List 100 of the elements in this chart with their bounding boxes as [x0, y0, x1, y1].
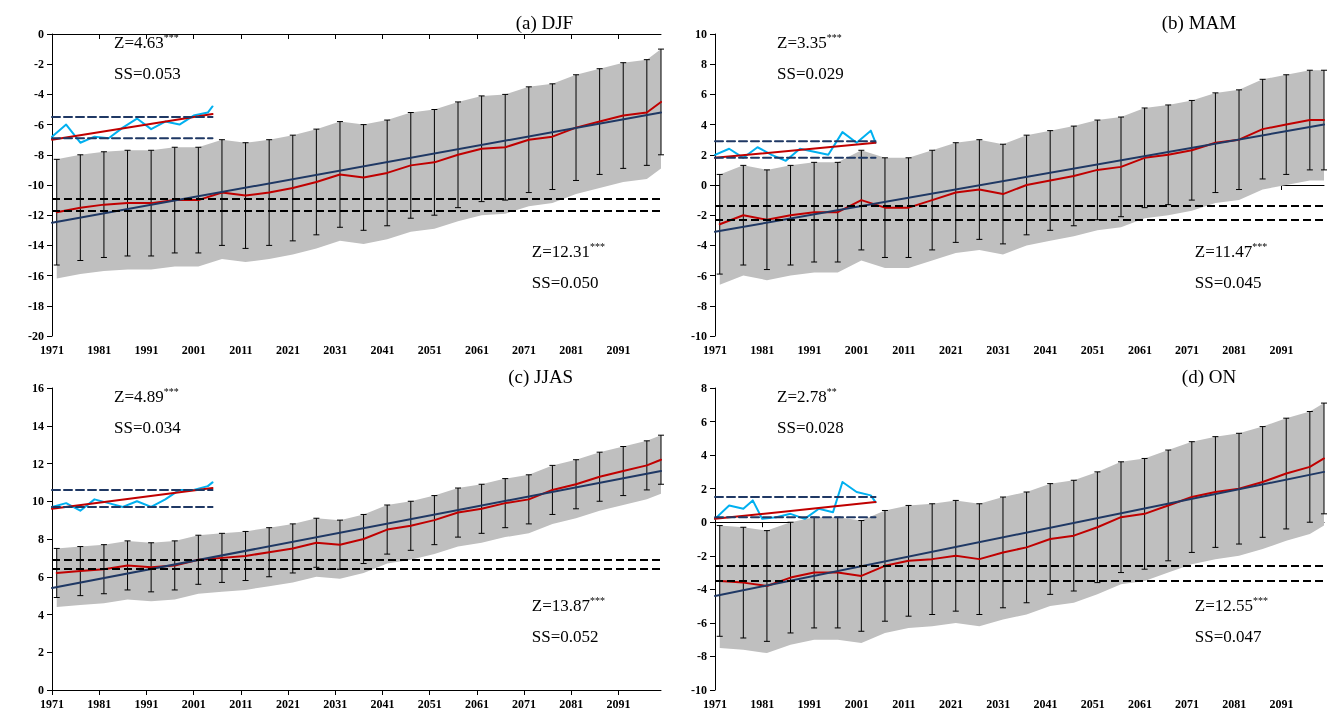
- annotation: Z=2.78**: [777, 386, 837, 407]
- y-tick-label: 10: [32, 494, 44, 509]
- y-tick-label: -6: [34, 117, 44, 132]
- y-tick-label: 8: [701, 57, 707, 72]
- x-tick-label: 2031: [986, 697, 1011, 711]
- y-tick-label: -2: [34, 57, 44, 72]
- y-tick-label: -14: [28, 238, 44, 253]
- y-tick-label: 2: [38, 645, 44, 660]
- y-tick-label: -8: [34, 147, 44, 162]
- x-tick-label: 2071: [512, 343, 537, 357]
- chart-title: (c) JJAS: [508, 366, 574, 388]
- x-tick-label: 2081: [1222, 697, 1247, 711]
- line-series: [714, 129, 877, 162]
- annotation: Z=3.35***: [777, 32, 842, 53]
- x-tick-label: 2011: [229, 343, 253, 357]
- x-tick-label: 1991: [134, 697, 159, 711]
- x-tick-label: 2081: [1222, 343, 1247, 357]
- annotation: SS=0.053: [114, 63, 181, 83]
- y-tick-label: 12: [32, 456, 44, 471]
- y-tick-label: -10: [691, 683, 707, 697]
- x-tick-label: 1971: [703, 697, 727, 711]
- y-tick-label: -2: [697, 208, 707, 223]
- y-tick-label: 6: [701, 87, 707, 102]
- x-tick-label: 1981: [750, 697, 775, 711]
- y-tick-label: -6: [697, 615, 707, 630]
- annotation: SS=0.028: [777, 417, 844, 437]
- x-tick-label: 2091: [606, 697, 631, 711]
- line-series: [55, 100, 662, 214]
- annotation: SS=0.045: [1194, 272, 1262, 292]
- line-series: [51, 105, 214, 144]
- y-tick-label: 4: [701, 117, 707, 132]
- x-tick-label: 2021: [939, 697, 964, 711]
- x-tick-label: 2001: [181, 343, 206, 357]
- x-tick-label: 1981: [87, 697, 112, 711]
- y-tick-label: -8: [697, 298, 707, 313]
- x-tick-label: 2081: [559, 697, 584, 711]
- x-tick-label: 2001: [844, 697, 869, 711]
- annotation: SS=0.052: [531, 626, 599, 646]
- x-tick-label: 2061: [464, 343, 489, 357]
- y-tick-label: 6: [38, 569, 44, 584]
- y-tick-label: -8: [697, 649, 707, 664]
- x-tick-label: 1991: [797, 343, 822, 357]
- y-tick-label: -20: [28, 329, 44, 343]
- y-tick-label: 2: [701, 147, 707, 162]
- annotation: Z=12.31***: [531, 241, 605, 262]
- y-tick-label: 0: [701, 515, 707, 530]
- y-tick-label: 6: [701, 414, 707, 429]
- y-tick-label: -4: [34, 87, 44, 102]
- y-tick-label: 0: [701, 178, 707, 192]
- x-tick-label: 2071: [1175, 343, 1200, 357]
- y-tick-label: -4: [697, 582, 707, 597]
- x-tick-label: 2091: [606, 343, 631, 357]
- chart-title: (d) ON: [1181, 366, 1237, 388]
- x-tick-label: 1991: [797, 697, 822, 711]
- x-tick-label: 2041: [1033, 697, 1058, 711]
- annotation: SS=0.034: [114, 417, 182, 437]
- x-tick-label: 2021: [276, 343, 301, 357]
- chart-title: (b) MAM: [1161, 12, 1237, 34]
- x-tick-label: 2001: [844, 343, 869, 357]
- x-tick-label: 1971: [40, 343, 64, 357]
- y-tick-label: 16: [32, 381, 44, 395]
- x-tick-label: 2051: [1080, 697, 1105, 711]
- x-tick-label: 2061: [1127, 343, 1152, 357]
- y-tick-label: 14: [32, 418, 44, 433]
- x-tick-label: 1971: [703, 343, 727, 357]
- x-tick-label: 1981: [87, 343, 112, 357]
- annotation: SS=0.029: [777, 63, 844, 83]
- line-series: [714, 480, 877, 520]
- x-tick-label: 2041: [1033, 343, 1058, 357]
- y-tick-label: -12: [28, 208, 44, 223]
- line-series: [51, 481, 214, 512]
- y-tick-label: 8: [701, 381, 707, 395]
- y-tick-label: -4: [697, 238, 707, 253]
- y-tick-label: 10: [695, 27, 707, 41]
- annotation: Z=12.55***: [1194, 595, 1268, 616]
- y-tick-label: 0: [38, 27, 44, 41]
- x-tick-label: 2011: [892, 697, 916, 711]
- x-tick-label: 2081: [559, 343, 584, 357]
- annotation: Z=11.47***: [1194, 241, 1268, 262]
- x-tick-label: 2061: [1127, 697, 1152, 711]
- x-tick-label: 2071: [512, 697, 537, 711]
- y-tick-label: -10: [28, 178, 44, 192]
- x-tick-label: 2011: [229, 697, 253, 711]
- x-tick-label: 2041: [370, 697, 395, 711]
- y-tick-label: -2: [697, 548, 707, 563]
- x-tick-label: 2061: [464, 697, 489, 711]
- y-tick-label: -6: [697, 268, 707, 283]
- x-tick-label: 2001: [181, 697, 206, 711]
- x-tick-label: 2091: [1269, 343, 1294, 357]
- annotation: SS=0.047: [1194, 626, 1263, 646]
- x-tick-label: 1971: [40, 697, 64, 711]
- x-tick-label: 2041: [370, 343, 395, 357]
- y-tick-label: -16: [28, 268, 44, 283]
- x-tick-label: 2051: [1080, 343, 1105, 357]
- x-tick-label: 2031: [986, 343, 1011, 357]
- y-tick-label: 4: [38, 607, 44, 622]
- y-tick-label: 8: [38, 532, 44, 546]
- chart-title: (a) DJF: [515, 12, 574, 34]
- x-tick-label: 2031: [323, 343, 348, 357]
- x-tick-label: 2091: [1269, 697, 1294, 711]
